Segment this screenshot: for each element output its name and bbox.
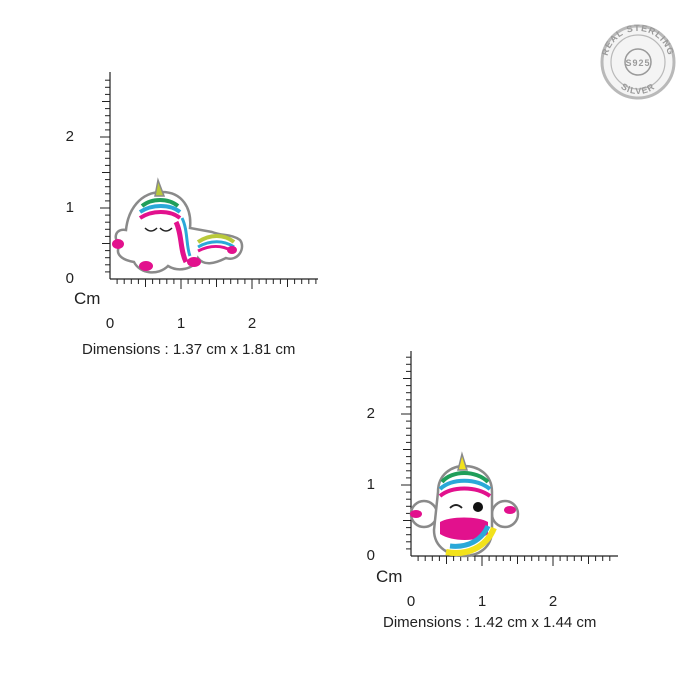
seal-bottom-text: SILVER xyxy=(619,81,656,96)
ruler-1 xyxy=(100,72,318,289)
ruler-1-y-tick-0: 0 xyxy=(66,270,74,287)
ruler-1-y-tick-2: 2 xyxy=(66,128,74,145)
seal-center-text: S925 xyxy=(625,58,650,68)
ruler-2 xyxy=(401,351,618,566)
ruler-1-x-tick-1: 1 xyxy=(177,315,185,332)
ruler-1-y-tick-1: 1 xyxy=(66,199,74,216)
ruler-2-y-tick-0: 0 xyxy=(367,547,375,564)
ruler-2-x-tick-1: 1 xyxy=(478,593,486,610)
sleeping-unicorn-earring xyxy=(112,177,244,274)
ruler-1-unit-label: Cm xyxy=(74,289,100,308)
dimensions-label-1: Dimensions : 1.37 cm x 1.81 cm xyxy=(82,341,296,358)
ruler-2-unit-label: Cm xyxy=(376,567,402,586)
sterling-silver-seal: REAL STERLING SILVER S925 xyxy=(600,23,676,100)
winking-unicorn-earring xyxy=(409,451,520,558)
ruler-1-x-tick-0: 0 xyxy=(106,315,114,332)
ruler-2-x-tick-0: 0 xyxy=(407,593,415,610)
dimensions-label-2: Dimensions : 1.42 cm x 1.44 cm xyxy=(383,614,597,631)
ruler-2-x-tick-2: 2 xyxy=(549,593,557,610)
ruler-1-x-tick-2: 2 xyxy=(248,315,256,332)
ruler-2-y-tick-1: 1 xyxy=(367,476,375,493)
ruler-2-y-tick-2: 2 xyxy=(367,405,375,422)
